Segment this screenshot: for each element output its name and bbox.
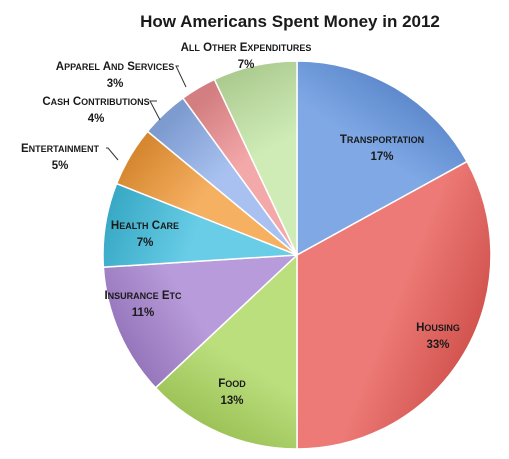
pie-slice-insurance-etc [102, 254, 300, 389]
pie-slice-transportation [296, 60, 469, 257]
slice-value-entertainment: 5% [52, 160, 69, 172]
pie-slice-food [154, 253, 298, 450]
leader-line-entertainment [106, 147, 119, 161]
slice-value-all-other-expenditures: 7% [238, 59, 255, 71]
slice-value-apparel-and-services: 3% [107, 78, 124, 90]
slice-value-food: 13% [220, 395, 243, 407]
leader-line-apparel-and-services [175, 65, 187, 88]
slice-label-all-other-expenditures: ALL OTHER EXPENDITURES [181, 42, 312, 54]
slice-label-apparel-and-services: APPAREL AND SERVICES [56, 61, 174, 73]
slice-label-health-care: HEALTH CARE [111, 220, 179, 232]
slice-label-entertainment: ENTERTAINMENT [21, 143, 100, 155]
slice-value-transportation: 17% [370, 151, 393, 163]
leader-line-cash-contributions [149, 100, 161, 121]
slice-value-housing: 33% [426, 339, 449, 351]
slice-label-cash-contributions: CASH CONTRIBUTIONS [42, 96, 149, 108]
slice-value-health-care: 7% [137, 237, 154, 249]
slice-label-housing: HOUSING [416, 322, 460, 334]
slice-label-insurance-etc: INSURANCE ETC [104, 290, 182, 302]
chart-title: How Americans Spent Money in 2012 [140, 12, 440, 31]
pie-slice-all-other-expenditures [213, 60, 298, 256]
slice-value-cash-contributions: 4% [88, 113, 105, 125]
slice-value-insurance-etc: 11% [132, 307, 154, 319]
pie-slice-housing [296, 160, 492, 450]
slice-label-transportation: TRANSPORTATION [340, 134, 424, 146]
slice-label-food: FOOD [218, 378, 246, 390]
